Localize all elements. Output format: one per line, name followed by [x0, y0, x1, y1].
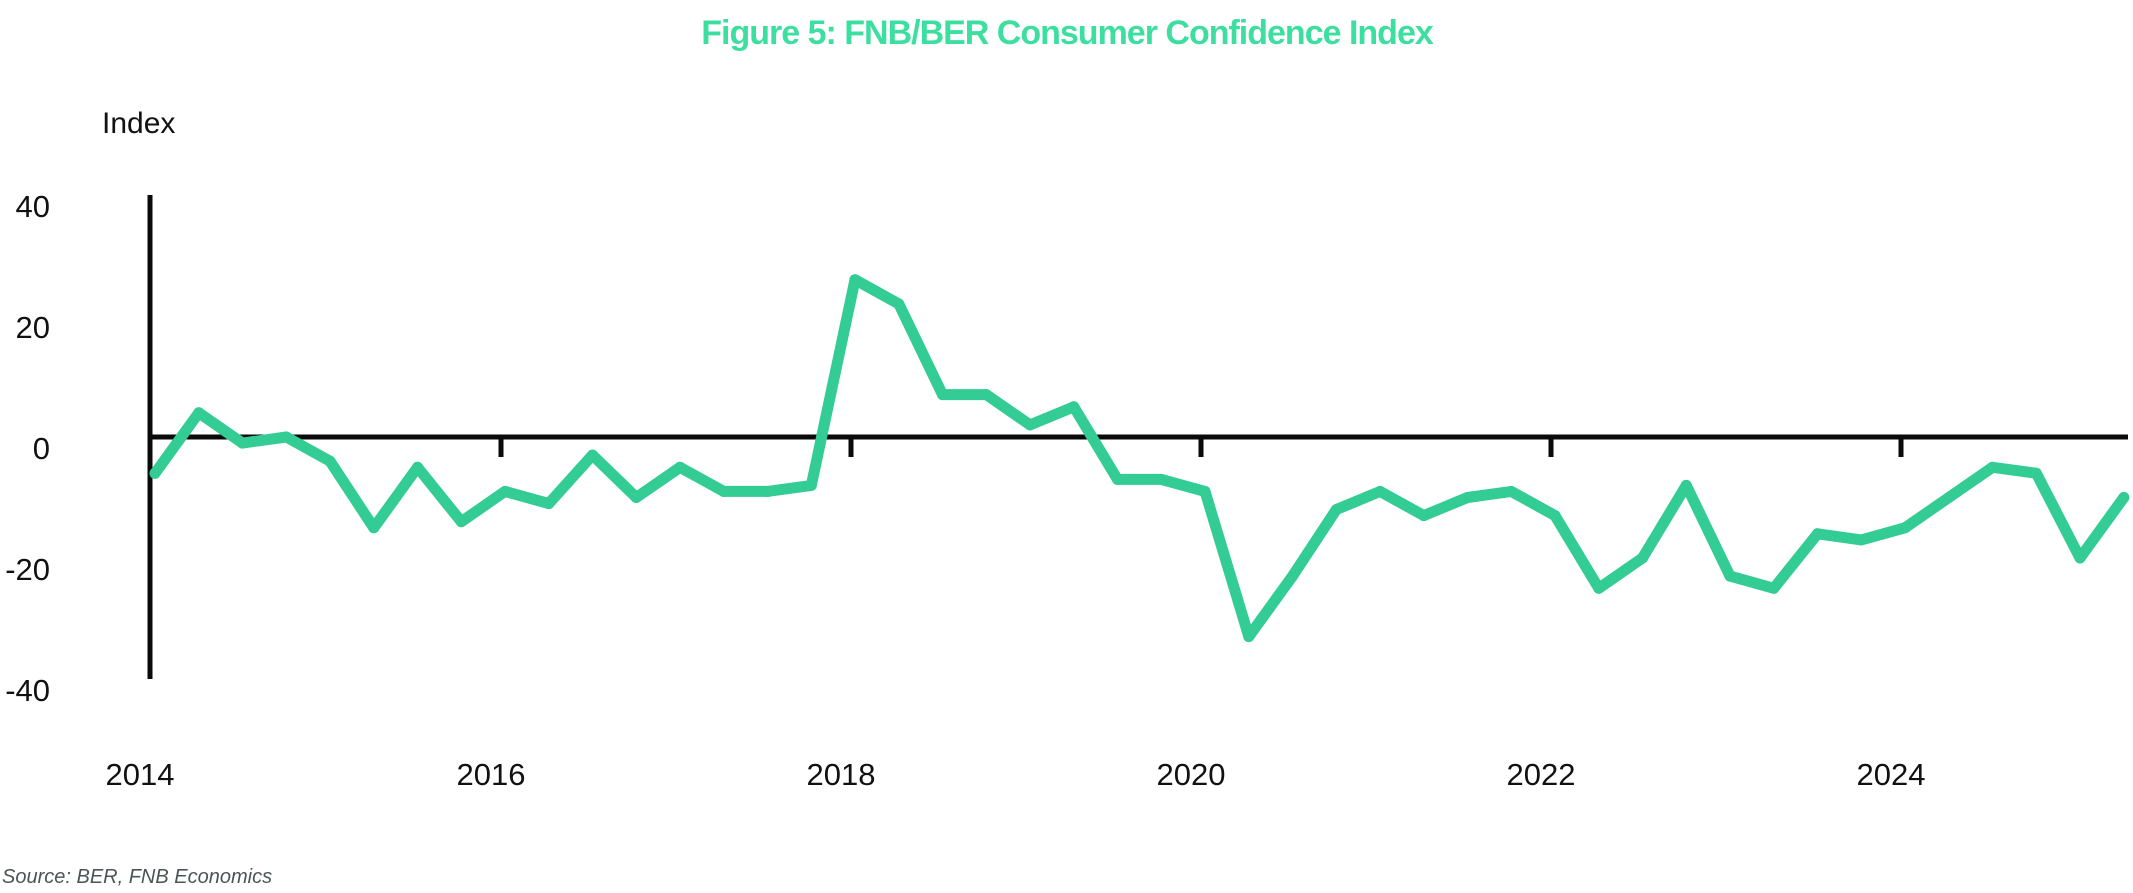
y-tick-label: -20 [5, 552, 50, 587]
y-axis-tick-labels: 40 20 0 -20 -40 [5, 189, 50, 708]
data-point-2022Q2 [1593, 582, 1605, 594]
data-point-2019Q4 [1155, 473, 1167, 485]
data-point-2022Q3 [1637, 552, 1648, 564]
x-tick-label: 2018 [807, 757, 876, 792]
chart-title: Figure 5: FNB/BER Consumer Confidence In… [701, 14, 1434, 52]
data-point-2017Q1 [674, 461, 686, 473]
y-tick-label: 0 [33, 431, 50, 466]
data-point-2021Q3 [1462, 492, 1473, 503]
x-tick-label: 2014 [106, 757, 175, 792]
data-point-2022Q4 [1680, 479, 1692, 491]
data-point-2014Q1 [149, 467, 161, 479]
data-point-2021Q1 [1374, 485, 1386, 497]
data-point-2017Q4 [805, 479, 817, 491]
data-point-2020Q3 [1287, 570, 1298, 582]
data-point-2017Q3 [762, 485, 773, 497]
data-point-2014Q4 [280, 431, 292, 443]
y-axis-label: Index [102, 107, 175, 140]
x-tick-label: 2024 [1857, 757, 1926, 792]
data-point-2015Q4 [455, 516, 467, 528]
y-tick-label: 20 [16, 310, 50, 345]
data-point-2020Q2 [1243, 631, 1255, 643]
data-point-2016Q4 [630, 492, 642, 503]
x-tick-label: 2016 [457, 757, 526, 792]
data-point-2022Q1 [1549, 510, 1561, 522]
data-point-2019Q2 [1068, 401, 1080, 413]
x-axis-tick-labels: 2014 2016 2018 2020 2022 2024 [106, 757, 1926, 792]
data-point-2023Q4 [1855, 534, 1867, 546]
data-point-2019Q3 [1112, 473, 1123, 485]
data-point-2017Q2 [718, 485, 730, 497]
y-tick-label: 40 [16, 189, 50, 224]
data-point-2020Q1 [1199, 485, 1211, 497]
data-point-2024Q3 [1987, 461, 1998, 473]
data-point-2019Q1 [1024, 419, 1036, 431]
data-point-2023Q3 [1812, 528, 1823, 540]
data-point-2015Q1 [324, 455, 336, 467]
data-point-2021Q4 [1505, 485, 1517, 497]
data-point-2016Q3 [587, 449, 598, 461]
x-tick-label: 2020 [1157, 757, 1226, 792]
data-point-2025Q1 [2074, 552, 2086, 564]
data-point-2020Q4 [1330, 504, 1342, 516]
data-point-2015Q3 [412, 461, 423, 473]
data-point-2016Q2 [543, 498, 555, 510]
data-point-2024Q1 [1899, 522, 1911, 534]
data-point-2018Q3 [937, 389, 948, 401]
data-point-2021Q2 [1418, 510, 1430, 522]
data-point-2014Q3 [237, 437, 248, 449]
data-point-2024Q2 [1943, 492, 1955, 503]
series-points [149, 274, 2130, 643]
data-point-2018Q2 [893, 298, 905, 310]
data-point-2018Q4 [980, 389, 992, 401]
x-tick-label: 2022 [1507, 757, 1576, 792]
data-point-2023Q2 [1768, 582, 1780, 594]
data-point-2015Q2 [368, 522, 380, 534]
data-point-2018Q1 [849, 274, 861, 286]
data-point-2014Q2 [193, 407, 205, 419]
data-point-2024Q4 [2030, 467, 2042, 479]
data-point-2025Q2 [2118, 492, 2130, 503]
series-line-consumer-confidence [149, 274, 2130, 643]
data-point-2016Q1 [499, 485, 511, 497]
data-point-2023Q1 [1724, 570, 1736, 582]
y-tick-label: -40 [5, 673, 50, 708]
source-note: Source: BER, FNB Economics [2, 866, 272, 888]
x-axis-tick-marks [498, 437, 1904, 457]
